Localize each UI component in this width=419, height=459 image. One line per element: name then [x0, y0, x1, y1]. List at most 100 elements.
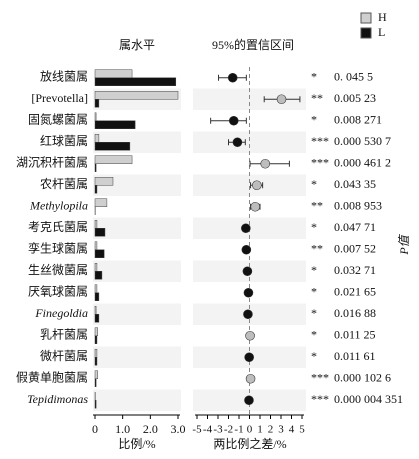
point	[244, 352, 254, 363]
p-value: 0.021 65	[334, 285, 376, 299]
category-label: Methylopila	[29, 199, 88, 213]
x-tick-label: 3.0	[171, 422, 186, 436]
p-value: 0. 045 5	[334, 70, 373, 84]
category-label: 孪生球菌属	[28, 241, 88, 256]
p-value: 0.043 35	[334, 177, 376, 191]
right-title: 95%的置信区间	[212, 37, 294, 52]
category-label: [Prevotella]	[31, 91, 88, 105]
bar	[94, 177, 114, 186]
x-tick-label: 5	[299, 424, 305, 436]
p-value: 0.005 23	[334, 91, 376, 105]
category-label: 乳杆菌属	[40, 328, 88, 342]
bar	[94, 349, 98, 358]
x-tick-label: 0	[247, 424, 253, 436]
row-band	[93, 217, 181, 239]
x-tick-label: -5	[192, 424, 202, 436]
left-x-label: 比例/%	[118, 437, 155, 451]
point	[276, 94, 287, 105]
x-tick-label: 3	[278, 424, 284, 436]
bar	[94, 335, 98, 344]
legend-label: H	[378, 10, 387, 24]
significance: *	[311, 285, 317, 299]
p-value: 0.008 271	[334, 113, 382, 127]
bar	[94, 134, 100, 143]
category-label: 微杆菌属	[40, 349, 88, 363]
category-label: 放线菌属	[40, 69, 88, 84]
significance: *	[311, 306, 317, 320]
bar	[94, 142, 131, 151]
category-label: 假黄单胞菌属	[16, 371, 88, 385]
point	[242, 266, 253, 277]
row-band	[93, 389, 181, 411]
row-band	[193, 88, 306, 110]
significance: ***	[311, 134, 329, 148]
x-tick-label: 2	[268, 424, 274, 436]
legend-label: L	[378, 25, 385, 39]
row-band	[93, 346, 181, 368]
point	[227, 72, 238, 83]
point	[245, 373, 256, 384]
point	[241, 223, 251, 234]
point	[245, 330, 255, 341]
significance: *	[311, 328, 317, 342]
significance: ***	[311, 392, 329, 406]
category-label: 固氮螺菌属	[28, 112, 88, 127]
x-tick-label: 1.0	[115, 422, 130, 436]
p-value: 0.008 953	[334, 199, 382, 213]
x-tick-label: 1	[257, 424, 263, 436]
bar	[94, 77, 177, 86]
bar	[94, 400, 97, 409]
row-band	[93, 260, 181, 282]
bar	[94, 99, 100, 108]
bar	[94, 263, 98, 272]
significance: *	[311, 70, 317, 84]
p-value: 0.047 71	[334, 220, 376, 234]
bar	[94, 378, 97, 387]
x-tick-label: 4	[289, 424, 295, 436]
x-tick-label: 0	[92, 422, 98, 436]
significance: ***	[311, 156, 329, 170]
category-label: 厌氧球菌属	[28, 285, 88, 299]
p-value: 0.000 530 7	[334, 134, 391, 148]
bar	[94, 292, 100, 301]
point	[260, 158, 271, 169]
point	[232, 137, 243, 148]
bar	[94, 271, 103, 280]
significance: *	[311, 263, 317, 277]
category-label: 生丝微菌属	[28, 263, 88, 277]
significance: *	[311, 220, 317, 234]
x-tick-label: -1	[234, 424, 243, 436]
category-label: Finegoldia	[34, 306, 88, 320]
x-tick-label: 2.0	[143, 422, 158, 436]
bar	[94, 314, 100, 323]
p-value: 0.000 004 351	[334, 392, 403, 406]
significance: **	[311, 199, 323, 213]
p-value: 0.016 88	[334, 306, 376, 320]
significance: **	[311, 91, 323, 105]
p-value: 0.011 61	[334, 349, 376, 363]
category-label: 湖沉积杆菌属	[16, 155, 88, 170]
point	[250, 201, 261, 212]
bar	[94, 69, 133, 78]
p-value: 0.000 102 6	[334, 371, 391, 385]
bar	[94, 306, 97, 315]
legend-swatch	[360, 12, 372, 24]
row-band	[93, 303, 181, 325]
right-x-label: 两比例之差/%	[213, 437, 286, 451]
bar	[94, 327, 99, 336]
row-band	[93, 174, 181, 196]
bar	[94, 284, 98, 293]
left-title: 属水平	[119, 38, 155, 52]
bar	[94, 228, 106, 237]
legend-swatch	[360, 27, 372, 39]
point	[228, 115, 239, 126]
bar	[94, 155, 133, 164]
category-label: 考克氏菌属	[28, 220, 88, 234]
category-label: 农杆菌属	[40, 177, 88, 191]
p-value: 0.007 52	[334, 242, 376, 256]
significance: *	[311, 349, 317, 363]
x-tick-label: -4	[203, 424, 213, 436]
p-label: P值	[397, 233, 411, 255]
bar	[94, 220, 98, 229]
